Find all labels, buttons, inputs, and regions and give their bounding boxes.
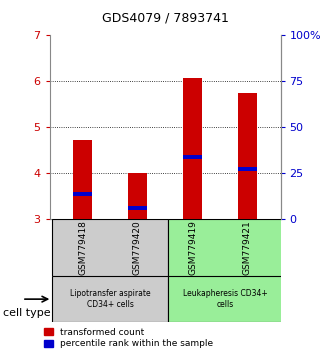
Bar xyxy=(73,140,92,219)
Text: GDS4079 / 7893741: GDS4079 / 7893741 xyxy=(102,12,228,25)
Legend: transformed count, percentile rank within the sample: transformed count, percentile rank withi… xyxy=(44,328,214,348)
Bar xyxy=(52,276,168,322)
Text: Lipotransfer aspirate
CD34+ cells: Lipotransfer aspirate CD34+ cells xyxy=(70,290,150,309)
Bar xyxy=(52,219,168,276)
Text: GSM779418: GSM779418 xyxy=(78,220,87,275)
Bar xyxy=(238,167,257,171)
Text: GSM779419: GSM779419 xyxy=(188,220,197,275)
Bar xyxy=(238,93,257,219)
Bar xyxy=(73,192,92,196)
Bar xyxy=(168,276,283,322)
Bar xyxy=(128,206,147,210)
Bar xyxy=(183,155,202,159)
Text: cell type: cell type xyxy=(3,308,51,318)
Text: GSM779420: GSM779420 xyxy=(133,221,142,275)
Text: GSM779421: GSM779421 xyxy=(243,221,252,275)
Bar xyxy=(168,219,283,276)
Text: Leukapheresis CD34+
cells: Leukapheresis CD34+ cells xyxy=(183,290,268,309)
Bar xyxy=(128,173,147,219)
Bar xyxy=(183,78,202,219)
